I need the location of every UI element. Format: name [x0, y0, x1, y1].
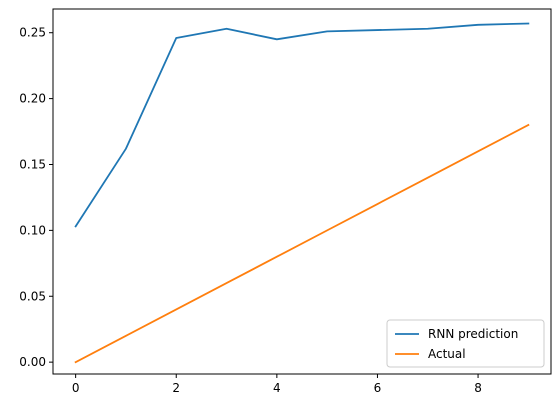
series-line-rnn-prediction — [74, 22, 530, 228]
series-line-actual — [74, 123, 530, 364]
x-axis: 0 2 4 6 8 — [72, 374, 482, 395]
x-tick-label: 8 — [474, 381, 482, 395]
legend-label-rnn-prediction: RNN prediction — [428, 327, 518, 341]
y-tick-label: 0.25 — [19, 26, 46, 40]
y-tick-label: 0.15 — [19, 157, 46, 171]
series-group — [74, 22, 530, 364]
legend-box — [386, 319, 545, 368]
y-axis: 0.00 0.05 0.10 0.15 0.20 0.25 — [19, 26, 53, 369]
x-tick-label: 2 — [172, 381, 180, 395]
axes-frame — [52, 8, 552, 375]
y-tick-label: 0.00 — [19, 355, 46, 369]
y-tick-label: 0.10 — [19, 223, 46, 237]
legend: RNN prediction Actual — [386, 319, 545, 368]
plot-area — [52, 8, 552, 375]
x-tick-label: 0 — [72, 381, 80, 395]
x-tick-label: 4 — [273, 381, 281, 395]
y-tick-label: 0.20 — [19, 92, 46, 106]
x-tick-label: 6 — [374, 381, 382, 395]
y-tick-label: 0.05 — [19, 289, 46, 303]
legend-label-actual: Actual — [428, 347, 466, 361]
